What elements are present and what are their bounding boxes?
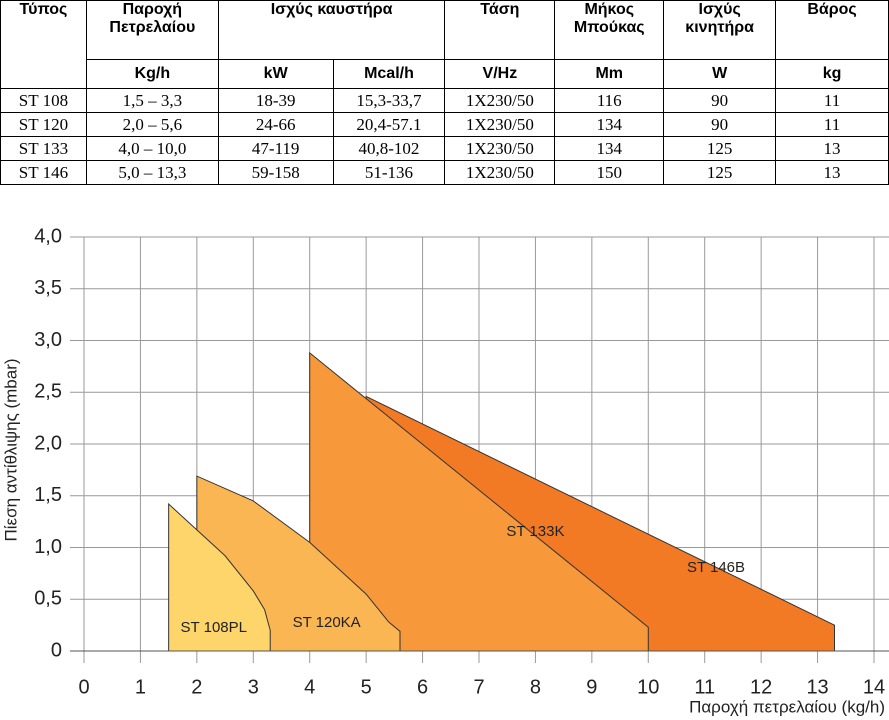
series-label: ST 146B: [687, 559, 745, 576]
x-tick-label: 6: [417, 676, 428, 698]
table-cell: 11: [775, 88, 889, 113]
header-cell: Ισχύς κινητήρα: [663, 0, 777, 60]
table-cell: 1X230/50: [444, 112, 556, 137]
table-cell: 1X230/50: [444, 136, 556, 161]
spec-table: Τύπος Παροχή Πετρελαίου Ισχύς καυστήρα Τ…: [0, 0, 889, 185]
table-row: ST 133 4,0 – 10,0 47-119 40,8-102 1X230/50 13…: [0, 136, 889, 161]
table-cell: 90: [663, 112, 777, 137]
x-tick-label: 5: [361, 676, 372, 698]
header-cell: Βάρος: [775, 0, 889, 60]
table-cell: 1X230/50: [444, 88, 556, 113]
table-cell: ST 133: [0, 136, 87, 161]
y-tick-label: 3,0: [34, 329, 62, 351]
unit-cell: kg: [775, 59, 889, 89]
unit-cell: kW: [217, 59, 334, 89]
table-cell: 1,5 – 3,3: [85, 88, 219, 113]
table-cell: 59-158: [217, 160, 334, 185]
x-tick-label: 7: [473, 676, 484, 698]
table-cell: ST 108: [0, 88, 87, 113]
y-axis-label: Πίεση αντίθλιψης (mbar): [1, 358, 20, 541]
table-cell: 2,0 – 5,6: [85, 112, 219, 137]
header-cell: Παροχή Πετρελαίου: [85, 0, 219, 60]
unit-cell: Mcal/h: [332, 59, 446, 89]
area: [168, 502, 271, 652]
table-cell: 125: [663, 160, 777, 185]
table-cell: 150: [554, 160, 665, 185]
table-cell: 24-66: [217, 112, 334, 137]
table-cell: 5,0 – 13,3: [85, 160, 219, 185]
chart: 00,51,01,52,02,53,03,54,00 1 2 3 4 5 6 7 8 9 10 11 1…: [1, 225, 889, 716]
series-label: ST 120KA: [293, 614, 361, 631]
x-tick-label: 12: [750, 676, 772, 698]
table-cell: 15,3-33,7: [332, 88, 446, 113]
table-cell: 51-136: [332, 160, 446, 185]
y-tick-label: 1,0: [34, 536, 62, 558]
y-tick-label: 0: [51, 639, 62, 661]
y-tick-label: 1,5: [34, 484, 62, 506]
x-tick-label: 14: [863, 676, 885, 698]
header-cell: Ισχύς καυστήρα: [217, 0, 446, 60]
table-cell: 116: [554, 88, 665, 113]
table-row: ST 120 2,0 – 5,6 24-66 20,4-57.1 1X230/50 134…: [0, 112, 889, 137]
x-tick-label: 2: [191, 676, 202, 698]
table-cell: ST 146: [0, 160, 87, 185]
table-cell: 125: [663, 136, 777, 161]
y-tick-label: 2,5: [34, 381, 62, 403]
table-cell: 18-39: [217, 88, 334, 113]
table-cell: 13: [775, 136, 889, 161]
unit-cell: Mm: [554, 59, 665, 89]
series-label: ST 133K: [506, 523, 564, 540]
table-cell: 90: [663, 88, 777, 113]
table-cell: 40,8-102: [332, 136, 446, 161]
header-cell: Μήκος Μπούκας: [554, 0, 665, 60]
unit-cell: V/Hz: [444, 59, 556, 89]
x-tick-label: 10: [637, 676, 659, 698]
y-tick-label: 2,0: [34, 432, 62, 454]
table-cell: 1X230/50: [444, 160, 556, 185]
table-cell: 11: [775, 112, 889, 137]
unit-cell: Kg/h: [85, 59, 219, 89]
x-tick-label: 4: [304, 676, 315, 698]
y-tick-label: 4,0: [34, 225, 62, 247]
x-tick-label: 9: [586, 676, 597, 698]
y-tick-label: 0,5: [34, 588, 62, 610]
x-tick-label: 0: [78, 676, 89, 698]
y-tick-label: 3,5: [34, 277, 62, 299]
table-cell: 47-119: [217, 136, 334, 161]
unit-cell: W: [663, 59, 777, 89]
table-row: ST 108 1,5 – 3,3 18-39 15,3-33,7 1X230/50 116…: [0, 88, 889, 113]
header-cell: Τάση: [444, 0, 556, 60]
table-cell: 134: [554, 136, 665, 161]
series-label: ST 108PL: [181, 619, 247, 636]
x-tick-label: 11: [694, 676, 715, 698]
table-cell: 20,4-57.1: [332, 112, 446, 137]
table-cell: 4,0 – 10,0: [85, 136, 219, 161]
x-tick-label: 13: [806, 676, 828, 698]
table-row: ST 146 5,0 – 13,3 59-158 51-136 1X230/50 150 1…: [0, 160, 889, 185]
x-tick-label: 1: [135, 676, 146, 698]
x-tick-label: 3: [248, 676, 259, 698]
table-cell: ST 120: [0, 112, 87, 137]
x-tick-label: 8: [530, 676, 541, 698]
header-cell: Τύπος: [0, 0, 87, 89]
table-cell: 134: [554, 112, 665, 137]
table-cell: 13: [775, 160, 889, 185]
x-axis-label: Παροχή πετρελαίου (kg/h): [689, 697, 885, 716]
